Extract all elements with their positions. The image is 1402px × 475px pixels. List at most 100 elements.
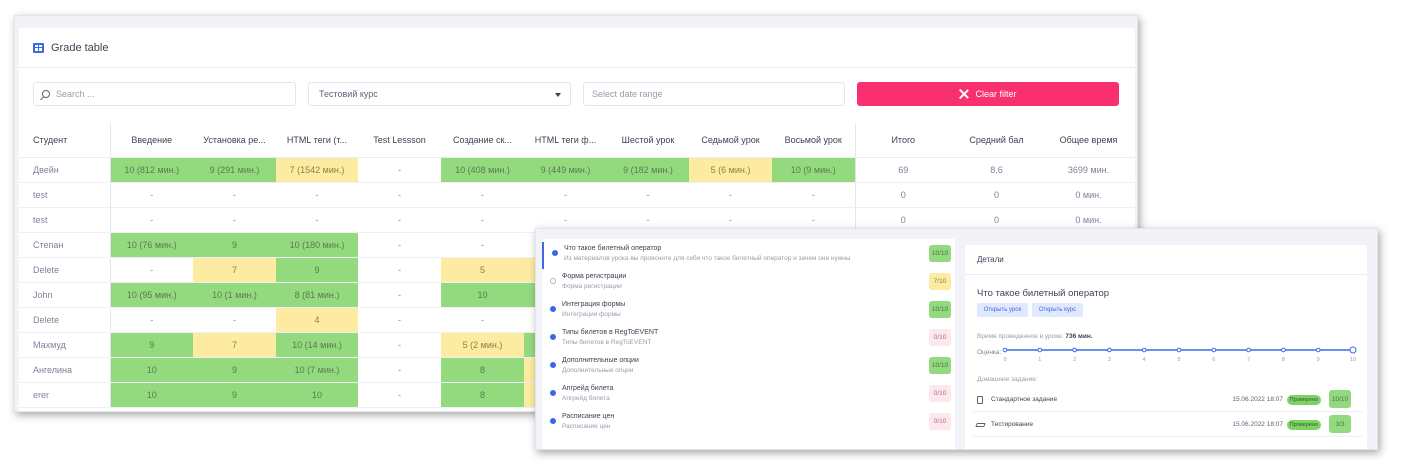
grade-cell[interactable]: -	[358, 382, 441, 408]
slider-tick[interactable]	[1107, 347, 1112, 353]
grade-cell[interactable]: 8	[441, 382, 524, 408]
grade-cell[interactable]: 9 (291 мин.)	[193, 157, 276, 183]
grade-cell[interactable]: 7	[193, 332, 276, 358]
grade-cell[interactable]: 9	[276, 257, 358, 283]
grade-cell[interactable]: 10	[276, 382, 358, 408]
grade-cell[interactable]: 9 (449 мин.)	[524, 157, 607, 183]
lesson-item[interactable]: Расписание цен Расписание цен 0/10	[542, 410, 955, 437]
date-range-input[interactable]: Select date range	[583, 82, 845, 106]
grade-cell[interactable]: -	[193, 307, 276, 333]
lesson-item[interactable]: Форма регистрации Форма регистрации 7/10	[542, 270, 955, 297]
grade-cell[interactable]: 10 (7 мин.)	[276, 357, 358, 383]
grade-cell[interactable]: -	[109, 182, 193, 208]
grade-cell[interactable]: 10 (76 мин.)	[109, 232, 193, 258]
grade-cell[interactable]: 3699 мин.	[1042, 157, 1135, 183]
grade-cell[interactable]: 9	[193, 232, 276, 258]
grade-cell[interactable]: -	[358, 307, 441, 333]
lesson-item[interactable]: Типы билетов в RegToEVENT Типы билетов в …	[542, 326, 955, 353]
open-lesson-button[interactable]: Открыть урок	[977, 303, 1028, 317]
grade-cell[interactable]: -	[276, 182, 358, 208]
grade-cell[interactable]: 8	[441, 357, 524, 383]
grade-cell[interactable]: 10 (95 мин.)	[109, 282, 193, 308]
column-header[interactable]: Общее время	[1042, 123, 1135, 158]
slider-tick[interactable]	[1246, 347, 1251, 353]
grade-cell[interactable]: 9	[109, 332, 193, 358]
grade-cell[interactable]: 0	[854, 182, 951, 208]
grade-cell[interactable]: -	[441, 232, 524, 258]
column-header[interactable]: Введение	[109, 123, 193, 158]
grade-cell[interactable]: -	[193, 207, 276, 233]
column-header[interactable]: Восьмой урок	[772, 123, 855, 158]
grade-cell[interactable]: 10 (180 мин.)	[276, 232, 358, 258]
grade-cell[interactable]: -	[524, 182, 607, 208]
grade-cell[interactable]: -	[441, 182, 524, 208]
grade-cell[interactable]: 10 (812 мин.)	[109, 157, 193, 183]
open-course-button[interactable]: Открыть курс	[1032, 303, 1083, 317]
slider-tick[interactable]	[1072, 347, 1077, 353]
column-header[interactable]: Создание ск...	[441, 123, 524, 158]
grade-cell[interactable]: 0	[951, 182, 1042, 208]
grade-cell[interactable]: -	[358, 282, 441, 308]
grade-cell[interactable]: 10 (408 мин.)	[441, 157, 524, 183]
clear-filter-button[interactable]: Clear filter	[857, 82, 1119, 106]
grade-cell[interactable]: -	[358, 357, 441, 383]
lesson-item[interactable]: Дополнительные опции Дополнительные опции…	[542, 354, 955, 381]
column-header[interactable]: Test Lessson	[358, 123, 441, 158]
grade-cell[interactable]: -	[358, 332, 441, 358]
grade-cell[interactable]: -	[358, 232, 441, 258]
grade-cell[interactable]: -	[109, 207, 193, 233]
column-header[interactable]: HTML теги ф...	[524, 123, 607, 158]
column-header[interactable]: Студент	[19, 123, 110, 158]
grade-cell[interactable]: -	[358, 157, 441, 183]
grade-cell[interactable]: 9 (182 мин.)	[607, 157, 689, 183]
grade-cell[interactable]: -	[358, 207, 441, 233]
grade-cell[interactable]: 10	[109, 357, 193, 383]
lesson-item[interactable]: Интеграция формы Интеграция формы 10/10	[542, 298, 955, 325]
lesson-item[interactable]: Апгрейд билета Апгрейд билета 0/10	[542, 382, 955, 409]
grade-cell[interactable]: 7 (1542 мин.)	[276, 157, 358, 183]
grade-cell[interactable]: -	[193, 182, 276, 208]
grade-cell[interactable]: -	[358, 257, 441, 283]
slider-handle[interactable]	[1349, 346, 1357, 354]
slider-tick[interactable]	[1141, 347, 1147, 353]
grade-cell[interactable]: 9	[193, 357, 276, 383]
column-header[interactable]: Седьмой урок	[689, 123, 772, 158]
grade-cell[interactable]: -	[441, 207, 524, 233]
grade-cell[interactable]: 0 мин.	[1042, 182, 1135, 208]
slider-tick[interactable]	[1002, 347, 1008, 353]
grade-cell[interactable]: 5	[441, 257, 524, 283]
column-header[interactable]: HTML теги (т...	[276, 123, 358, 158]
grade-cell[interactable]: 5 (6 мин.)	[689, 157, 772, 183]
grade-cell[interactable]: 10 (1 мин.)	[193, 282, 276, 308]
grade-cell[interactable]: 69	[854, 157, 951, 183]
slider-tick[interactable]	[1037, 347, 1043, 353]
grade-cell[interactable]: -	[109, 257, 193, 283]
grade-cell[interactable]: 10 (9 мин.)	[772, 157, 855, 183]
grade-cell[interactable]: 10 (14 мин.)	[276, 332, 358, 358]
homework-item[interactable]: Стандартное задание 15.06.2022 18:07 Прове…	[973, 388, 1363, 412]
column-header[interactable]: Шестой урок	[607, 123, 689, 158]
grade-cell[interactable]: 9	[193, 382, 276, 408]
grade-cell[interactable]: -	[689, 182, 772, 208]
homework-item[interactable]: Тестирование 15.06.2022 18:07 Проверено 3/3	[973, 413, 1363, 437]
search-input[interactable]: Search ...	[33, 82, 296, 106]
grade-cell[interactable]: 4	[276, 307, 358, 333]
grade-cell[interactable]: 8.6	[951, 157, 1042, 183]
grade-cell[interactable]: -	[276, 207, 358, 233]
grade-cell[interactable]: -	[441, 307, 524, 333]
grade-cell[interactable]: 10	[441, 282, 524, 308]
slider-tick[interactable]	[1176, 347, 1182, 353]
grade-cell[interactable]: -	[109, 307, 193, 333]
grade-cell[interactable]: 7	[193, 257, 276, 283]
grade-cell[interactable]: 10	[109, 382, 193, 408]
course-select[interactable]: Тестовий курс	[308, 82, 571, 106]
grade-cell[interactable]: 8 (81 мин.)	[276, 282, 358, 308]
grade-cell[interactable]: -	[358, 182, 441, 208]
score-slider[interactable]: 0 1 2 3 4 5 6 7 8 9 10	[1001, 343, 1361, 373]
grade-cell[interactable]: -	[607, 182, 689, 208]
lesson-item[interactable]: Что такое билетный оператор Из материалов…	[542, 242, 955, 269]
slider-tick[interactable]	[1315, 347, 1321, 353]
column-header[interactable]: Итого	[854, 123, 951, 158]
slider-tick[interactable]	[1211, 347, 1217, 353]
column-header[interactable]: Установка ре...	[193, 123, 276, 158]
